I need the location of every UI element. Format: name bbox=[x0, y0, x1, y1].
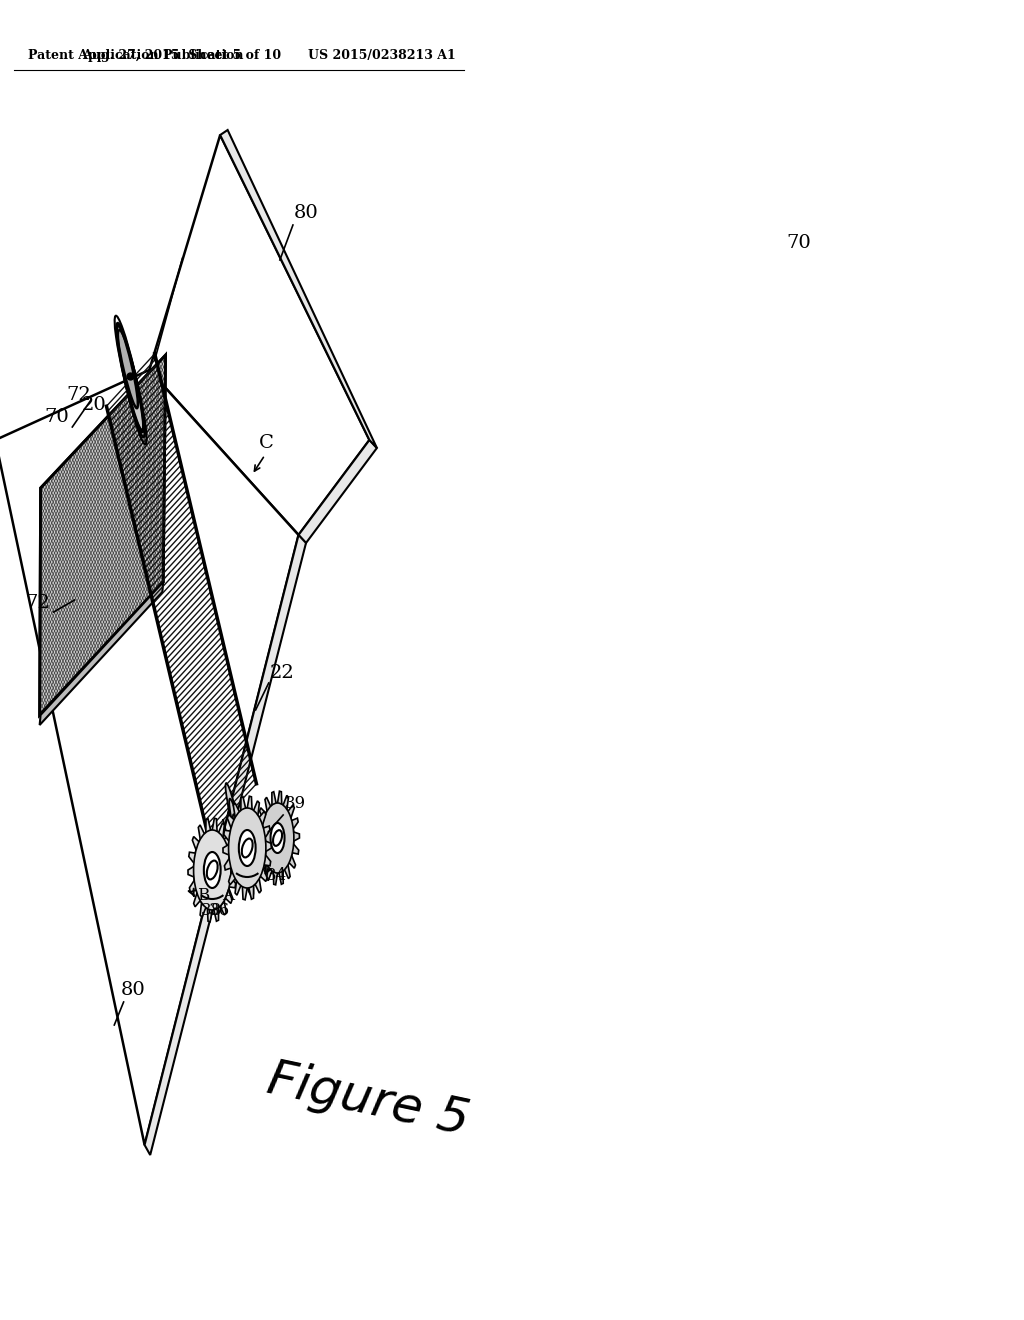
Ellipse shape bbox=[230, 804, 249, 879]
Text: US 2015/0238213 A1: US 2015/0238213 A1 bbox=[308, 49, 456, 62]
Polygon shape bbox=[0, 370, 299, 1144]
Polygon shape bbox=[223, 796, 271, 900]
Text: 22: 22 bbox=[269, 664, 294, 682]
Polygon shape bbox=[256, 791, 299, 884]
Polygon shape bbox=[40, 582, 163, 725]
Polygon shape bbox=[299, 440, 377, 543]
Text: 38: 38 bbox=[201, 902, 222, 919]
Ellipse shape bbox=[242, 838, 253, 858]
Polygon shape bbox=[150, 135, 370, 535]
Text: Patent Application Publication: Patent Application Publication bbox=[28, 49, 244, 62]
Circle shape bbox=[261, 803, 294, 873]
Polygon shape bbox=[144, 535, 306, 1155]
Ellipse shape bbox=[229, 799, 243, 853]
Circle shape bbox=[204, 851, 220, 888]
Polygon shape bbox=[40, 355, 166, 715]
Text: A: A bbox=[222, 887, 234, 904]
Text: Aug. 27, 2015  Sheet 5 of 10: Aug. 27, 2015 Sheet 5 of 10 bbox=[82, 49, 282, 62]
Ellipse shape bbox=[228, 795, 247, 870]
Ellipse shape bbox=[118, 329, 143, 432]
Text: 20: 20 bbox=[82, 396, 106, 414]
Text: 80: 80 bbox=[294, 205, 318, 222]
Text: 39: 39 bbox=[285, 795, 305, 812]
Ellipse shape bbox=[273, 830, 282, 846]
Ellipse shape bbox=[207, 861, 218, 879]
Text: 72: 72 bbox=[67, 385, 91, 404]
Text: 36: 36 bbox=[209, 902, 229, 919]
Polygon shape bbox=[188, 818, 237, 921]
Ellipse shape bbox=[234, 821, 253, 896]
Text: C: C bbox=[259, 434, 274, 451]
Circle shape bbox=[228, 808, 266, 888]
Ellipse shape bbox=[241, 849, 253, 896]
Polygon shape bbox=[220, 129, 377, 447]
Text: Figure 5: Figure 5 bbox=[263, 1055, 474, 1144]
Text: B: B bbox=[197, 887, 209, 904]
Ellipse shape bbox=[232, 812, 251, 886]
Text: 80: 80 bbox=[121, 981, 145, 999]
Text: 70: 70 bbox=[44, 408, 69, 426]
Circle shape bbox=[239, 830, 256, 866]
Text: 72: 72 bbox=[26, 594, 50, 612]
Text: 34: 34 bbox=[266, 867, 287, 884]
Circle shape bbox=[194, 830, 230, 909]
Ellipse shape bbox=[232, 814, 247, 869]
Text: 70: 70 bbox=[786, 234, 811, 252]
Ellipse shape bbox=[238, 833, 250, 880]
Ellipse shape bbox=[117, 325, 138, 408]
Circle shape bbox=[270, 822, 285, 853]
Ellipse shape bbox=[225, 783, 239, 837]
